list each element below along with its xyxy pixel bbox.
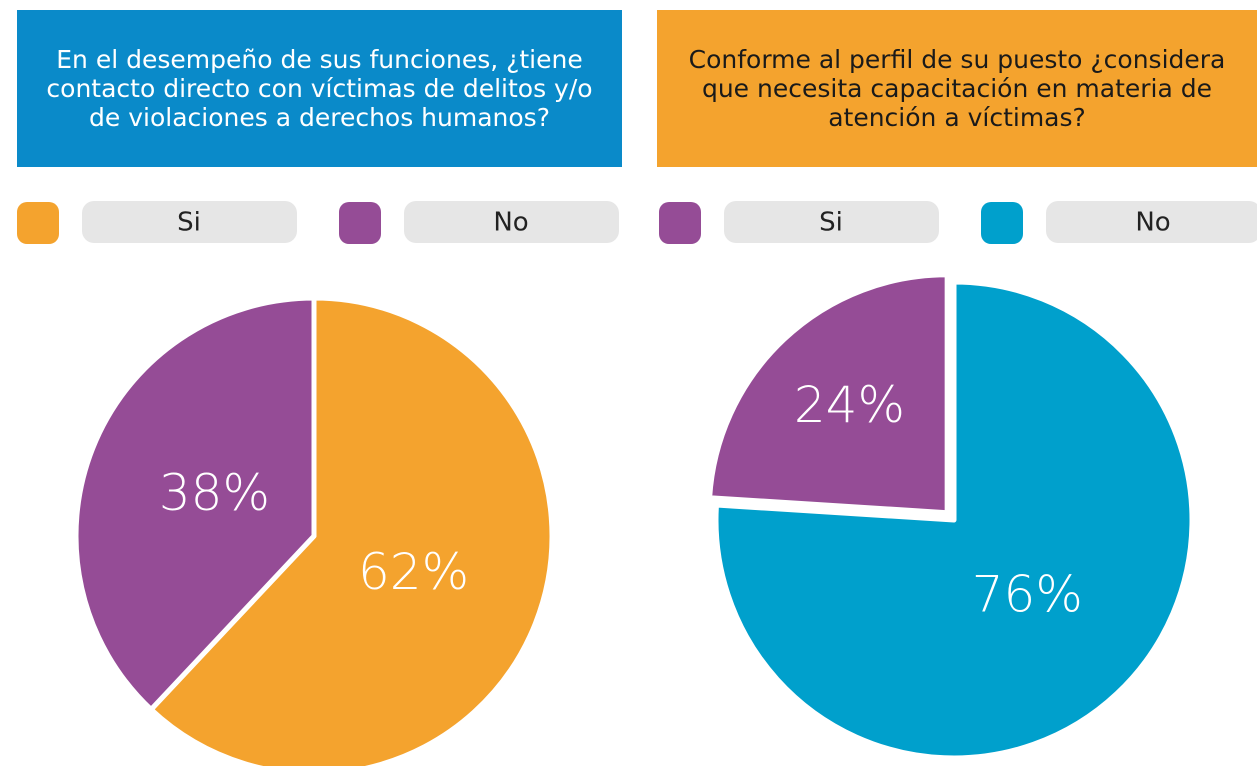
legend-pill [724,201,939,243]
chart-title: Conforme al perfil de su puesto ¿conside… [688,45,1226,132]
title-box [657,10,1257,167]
data-label: 38% [159,464,270,522]
legend-pill [404,201,619,243]
data-label: 62% [358,543,469,601]
legend-label: No [1135,208,1170,238]
legend-swatch [981,202,1023,244]
pie-slice [148,295,555,766]
legend-swatch [17,202,59,244]
chart-title: En el desempeño de sus funciones, ¿tiene… [46,45,593,132]
pie-slice [713,279,1195,761]
pie-slice [73,295,317,712]
pie-slice [707,272,950,516]
legend-pill [1046,201,1257,243]
data-label: 76% [972,566,1083,624]
legend-swatch [339,202,381,244]
legend-swatch [659,202,701,244]
title-container: En el desempeño de sus funciones, ¿tiene… [46,45,593,132]
legend-label: Si [177,208,201,238]
data-label: 24% [794,376,905,434]
legend-label: No [493,208,528,238]
title-box [17,10,622,167]
legend-label: Si [819,208,843,238]
legend-pill [82,201,297,243]
title-container: Conforme al perfil de su puesto ¿conside… [688,45,1226,132]
